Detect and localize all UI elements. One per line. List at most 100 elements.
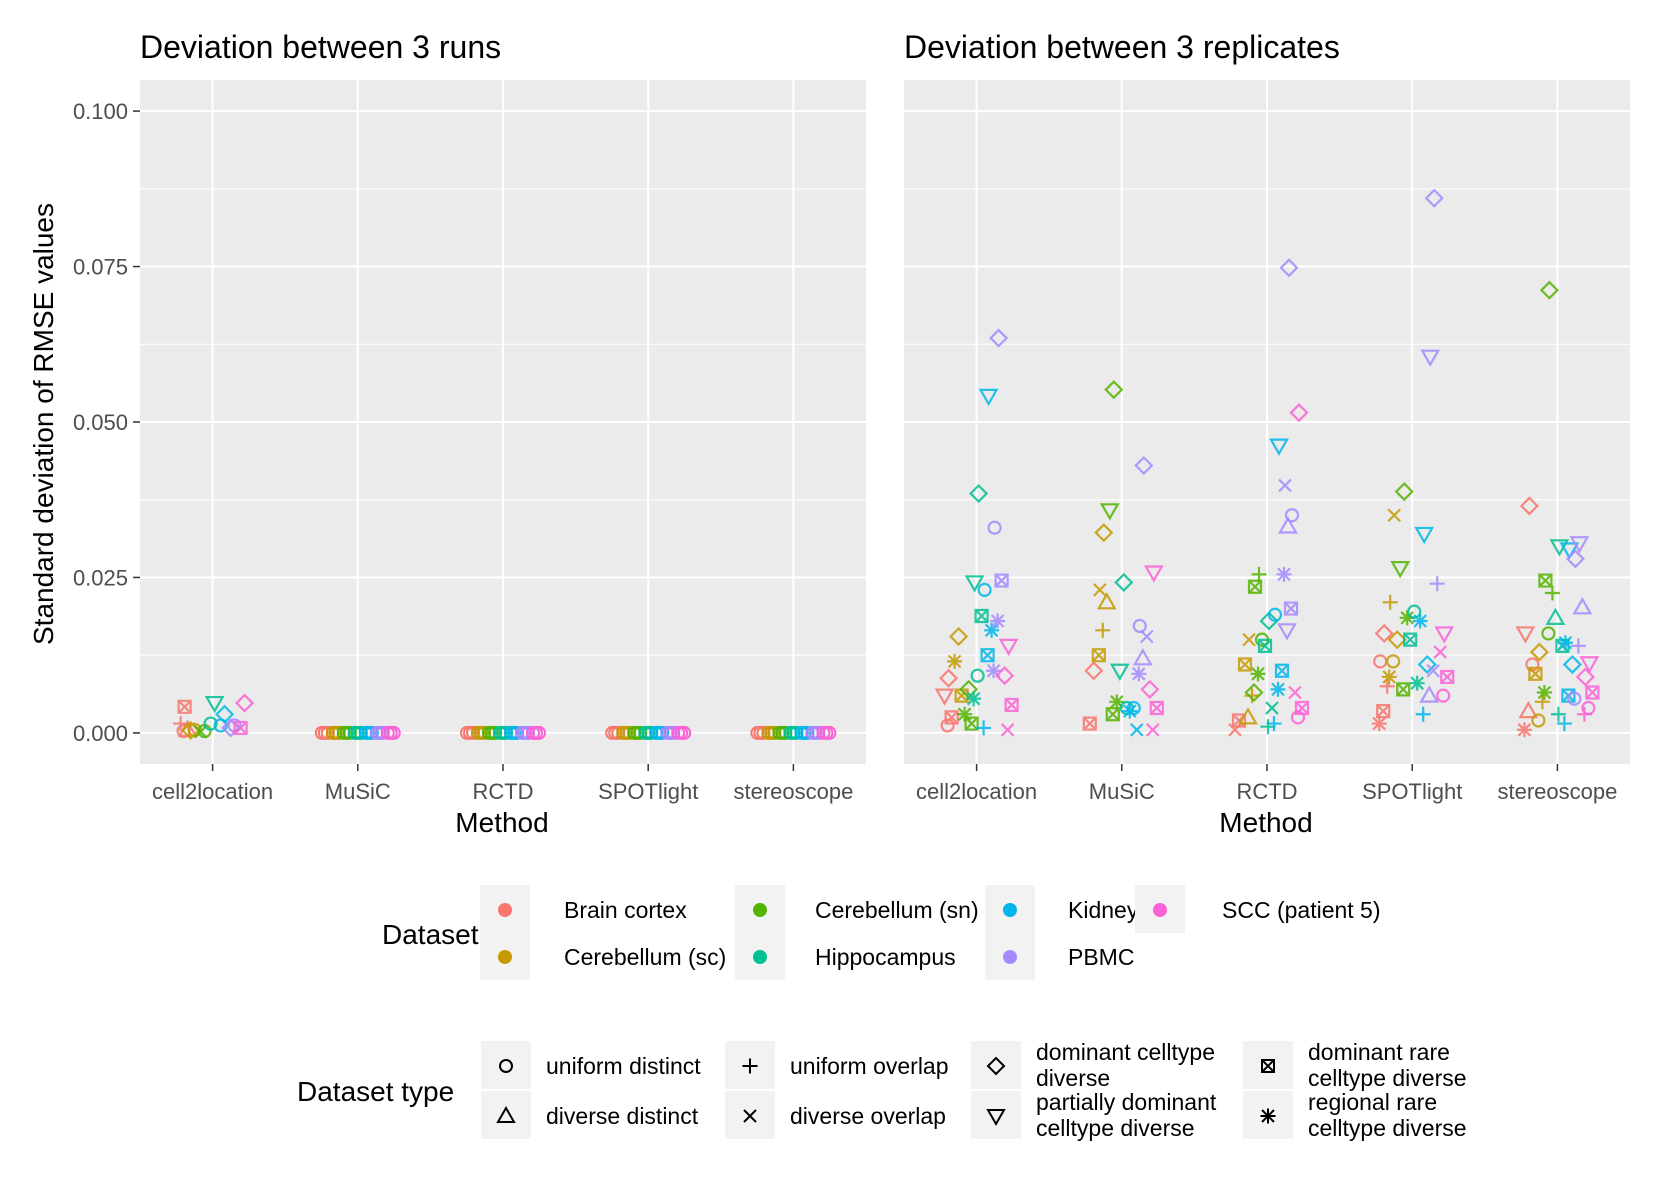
data-point	[1084, 661, 1104, 681]
data-point	[974, 608, 989, 624]
data-point	[1143, 565, 1164, 583]
data-point	[822, 725, 837, 740]
data-point	[1575, 667, 1595, 687]
data-point	[1288, 685, 1302, 700]
data-point	[177, 699, 192, 714]
data-point	[977, 582, 992, 597]
legend-swatch-pbmc	[1003, 950, 1017, 964]
data-point	[1131, 666, 1147, 682]
data-point	[1130, 723, 1144, 737]
y-axis-label: Standard deviation of RMSE values	[28, 203, 59, 645]
legend-dataset-title: Dataset	[382, 919, 479, 950]
panel-replicates: cell2location MuSiC RCTD SPOTlight stereosco…	[904, 80, 1630, 804]
data-point	[964, 716, 979, 731]
legend-dataset-label: Kidney	[1068, 897, 1139, 923]
data-point	[984, 622, 1000, 638]
data-point	[1257, 638, 1273, 653]
circle-icon	[499, 1059, 513, 1073]
data-point	[1429, 576, 1445, 592]
data-point	[1567, 691, 1582, 706]
legend-swatch-brain-cortex	[498, 903, 512, 917]
data-point	[1082, 716, 1097, 731]
data-point	[1244, 682, 1264, 703]
legend-type-label: partially dominant	[1036, 1089, 1217, 1115]
data-point	[1374, 623, 1394, 643]
legend-swatch-scc-patient-5-	[1153, 903, 1167, 917]
data-point	[1267, 607, 1283, 622]
data-point	[1390, 561, 1411, 579]
data-point	[949, 626, 969, 647]
data-point	[1095, 622, 1111, 638]
data-point	[1403, 632, 1418, 647]
data-point	[1244, 688, 1260, 704]
data-point	[1394, 482, 1414, 502]
data-point	[1570, 638, 1586, 654]
legend-swatch-hippocampus	[753, 950, 767, 964]
panel-runs: cell2location MuSiC RCTD SPOTlight stereosco…	[73, 80, 866, 804]
data-point	[990, 613, 1006, 629]
legend-type-label: dominant rare	[1308, 1039, 1450, 1065]
data-point	[1250, 666, 1266, 682]
data-point	[1382, 594, 1398, 610]
x-tick-label: SPOTlight	[598, 779, 698, 804]
data-point	[1140, 679, 1160, 699]
legend-dataset-label: Cerebellum (sc)	[564, 944, 726, 970]
data-point	[959, 679, 979, 699]
data-point	[1399, 610, 1415, 626]
data-point	[677, 725, 692, 740]
data-point	[1519, 496, 1539, 516]
data-point	[1426, 663, 1440, 678]
data-point	[1289, 403, 1309, 423]
data-point	[1104, 380, 1124, 400]
data-point	[1557, 635, 1573, 651]
data-point	[994, 573, 1009, 588]
data-point	[1417, 654, 1437, 675]
legend-type-label: celltype diverse	[1308, 1115, 1467, 1141]
panel-title-runs: Deviation between 3 runs	[140, 29, 501, 65]
data-point	[1259, 611, 1279, 631]
x-tick-label: stereoscope	[1497, 779, 1617, 804]
data-point	[1387, 630, 1407, 650]
data-point	[1562, 654, 1582, 675]
data-point	[1556, 716, 1572, 732]
y-tick-label: 0.000	[73, 721, 128, 746]
data-point	[1228, 723, 1242, 737]
data-point	[1242, 632, 1256, 647]
data-point	[1000, 723, 1015, 737]
legend-dataset-label: Hippocampus	[815, 944, 956, 970]
data-point	[1579, 656, 1600, 674]
data-point	[1238, 707, 1258, 725]
data-point	[1545, 607, 1566, 625]
data-point	[1093, 583, 1107, 597]
cross-icon	[743, 1109, 757, 1123]
data-point	[203, 716, 218, 731]
data-point	[1534, 694, 1550, 710]
data-point	[1109, 663, 1130, 681]
triangle-down-icon	[986, 1109, 1006, 1127]
data-point	[1440, 669, 1455, 685]
legend-dataset-label: PBMC	[1068, 944, 1134, 970]
data-point	[1276, 566, 1292, 582]
data-point	[1515, 626, 1536, 644]
data-point	[1278, 516, 1298, 534]
data-point	[1541, 626, 1556, 641]
legend-dataset-type: Dataset type uniform distinct diverse dis…	[297, 1039, 1467, 1141]
diamond-icon	[986, 1056, 1006, 1076]
data-point	[1146, 723, 1160, 737]
data-point	[1099, 503, 1120, 521]
data-point	[1376, 704, 1391, 719]
data-point	[1004, 697, 1019, 713]
data-point	[1140, 629, 1154, 644]
data-point	[998, 638, 1019, 657]
data-point	[1539, 280, 1559, 300]
data-point	[1132, 618, 1147, 634]
y-tick-label: 0.050	[73, 410, 128, 435]
data-point	[193, 724, 208, 739]
data-point	[1265, 701, 1279, 715]
x-tick-label: cell2location	[916, 779, 1037, 804]
data-point	[986, 663, 1002, 679]
data-point	[1387, 508, 1401, 523]
boxed-cross-icon	[1261, 1059, 1275, 1073]
legend-type-label: uniform overlap	[790, 1053, 949, 1079]
